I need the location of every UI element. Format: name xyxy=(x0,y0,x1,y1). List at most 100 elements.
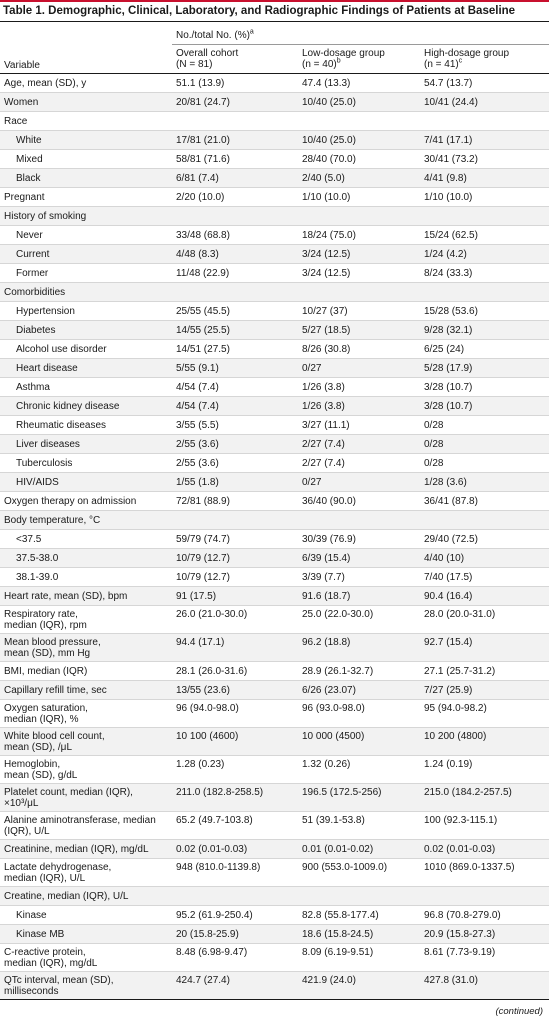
table-row: History of smoking xyxy=(0,207,549,226)
cell-low-dosage: 47.4 (13.3) xyxy=(302,78,351,89)
column-header-overall: Overall cohort (N = 81) xyxy=(176,48,238,70)
table-row: Alanine aminotransferase, median (IQR), U… xyxy=(0,812,549,840)
cell-high-dosage: 6/25 (24) xyxy=(424,344,465,355)
cell-low-dosage: 96 (93.0-98.0) xyxy=(302,703,365,714)
group-header-label: No./total No. (%) xyxy=(176,30,250,41)
row-label-line: median (IQR), mg/dL xyxy=(4,958,98,969)
column-header-low-dosage-sup: b xyxy=(336,57,341,65)
cell-high-dosage: 1/10 (10.0) xyxy=(424,192,473,203)
cell-low-dosage: 0/27 xyxy=(302,363,322,374)
row-label: Tuberculosis xyxy=(16,458,72,469)
cell-overall: 17/81 (21.0) xyxy=(176,135,230,146)
cell-high-dosage: 4/40 (10) xyxy=(424,553,465,564)
cell-high-dosage: 20.9 (15.8-27.3) xyxy=(424,929,496,940)
table-row: Comorbidities xyxy=(0,283,549,302)
cell-low-dosage: 8.09 (6.19-9.51) xyxy=(302,947,374,958)
row-label-line: White xyxy=(16,135,42,146)
cell-overall: 5/55 (9.1) xyxy=(176,363,219,374)
cell-high-dosage: 10/41 (24.4) xyxy=(424,97,478,108)
row-label: Pregnant xyxy=(4,192,45,203)
row-label: Mixed xyxy=(16,154,43,165)
cell-high-dosage: 9/28 (32.1) xyxy=(424,325,473,336)
table-row: Race xyxy=(0,112,549,131)
cell-high-dosage: 1010 (869.0-1337.5) xyxy=(424,862,515,873)
row-label: BMI, median (IQR) xyxy=(4,666,87,677)
cell-low-dosage: 51 (39.1-53.8) xyxy=(302,815,365,826)
row-label-line: (IQR), U/L xyxy=(4,826,50,837)
cell-overall: 10/79 (12.7) xyxy=(176,572,230,583)
row-label-line: Black xyxy=(16,173,41,184)
column-header-overall-line1: Overall cohort xyxy=(176,48,239,59)
cell-overall: 948 (810.0-1139.8) xyxy=(176,862,261,873)
cell-high-dosage: 1/28 (3.6) xyxy=(424,477,467,488)
row-label: Never xyxy=(16,230,43,241)
row-label-line: median (IQR), % xyxy=(4,714,79,725)
row-label-line: 38.1-39.0 xyxy=(16,572,59,583)
row-label-line: Alcohol use disorder xyxy=(16,344,107,355)
row-label: Women xyxy=(4,97,38,108)
table-row: 38.1-39.0 10/79 (12.7) 3/39 (7.7) 7/40 (17.… xyxy=(0,568,549,587)
row-label-line: Hemoglobin, xyxy=(4,759,61,770)
cell-low-dosage: 1/26 (3.8) xyxy=(302,382,345,393)
row-label-line: Hypertension xyxy=(16,306,75,317)
table-row: Hypertension 25/55 (45.5) 10/27 (37) 15/28 … xyxy=(0,302,549,321)
row-label-line: Comorbidities xyxy=(4,287,66,298)
cell-overall: 96 (94.0-98.0) xyxy=(176,703,239,714)
cell-overall: 58/81 (71.6) xyxy=(176,154,230,165)
cell-high-dosage: 7/41 (17.1) xyxy=(424,135,473,146)
row-label-line: Kinase MB xyxy=(16,929,65,940)
table-row: <37.5 59/79 (74.7) 30/39 (76.9) 29/40 (72.5… xyxy=(0,530,549,549)
row-label-line: History of smoking xyxy=(4,211,87,222)
row-label: Age, mean (SD), y xyxy=(4,78,86,89)
cell-overall: 20 (15.8-25.9) xyxy=(176,929,239,940)
cell-overall: 2/55 (3.6) xyxy=(176,458,219,469)
cell-high-dosage: 0/28 xyxy=(424,439,444,450)
row-label: Oxygen therapy on admission xyxy=(4,496,136,507)
row-label-line: mean (SD), /μL xyxy=(4,742,73,753)
table-row: 37.5-38.0 10/79 (12.7) 6/39 (15.4) 4/40 (10… xyxy=(0,549,549,568)
table-row: Creatinine, median (IQR), mg/dL 0.02 (0.0… xyxy=(0,840,549,859)
row-label-line: Diabetes xyxy=(16,325,56,336)
cell-high-dosage: 15/28 (53.6) xyxy=(424,306,478,317)
row-label-line: <37.5 xyxy=(16,534,42,545)
row-label-line: Heart rate, mean (SD), bpm xyxy=(4,591,128,602)
cell-low-dosage: 1.32 (0.26) xyxy=(302,759,351,770)
cell-low-dosage: 0/27 xyxy=(302,477,322,488)
table-row: Pregnant 2/20 (10.0) 1/10 (10.0) 1/10 (10.0… xyxy=(0,188,549,207)
row-label-line: mean (SD), mm Hg xyxy=(4,648,91,659)
row-label-line: QTc interval, mean (SD), xyxy=(4,975,114,986)
cell-high-dosage: 8.61 (7.73-9.19) xyxy=(424,947,496,958)
row-label-line: Body temperature, °C xyxy=(4,515,101,526)
cell-low-dosage: 6/39 (15.4) xyxy=(302,553,351,564)
table-row: QTc interval, mean (SD), milliseconds 424.… xyxy=(0,972,549,1000)
row-label-line: Oxygen therapy on admission xyxy=(4,496,137,507)
cell-overall: 424.7 (27.4) xyxy=(176,975,230,986)
table-title: Table 1. Demographic, Clinical, Laborato… xyxy=(3,5,516,17)
cell-overall: 33/48 (68.8) xyxy=(176,230,230,241)
table-row: Respiratory rate, median (IQR), rpm 26.0 (… xyxy=(0,606,549,634)
row-label: Chronic kidney disease xyxy=(16,401,119,412)
cell-low-dosage: 28.9 (26.1-32.7) xyxy=(302,666,374,677)
row-label: Rheumatic diseases xyxy=(16,420,106,431)
cell-low-dosage: 5/27 (18.5) xyxy=(302,325,351,336)
cell-high-dosage: 30/41 (73.2) xyxy=(424,154,478,165)
cell-low-dosage: 10/27 (37) xyxy=(302,306,348,317)
row-label: Race xyxy=(4,116,27,127)
cell-low-dosage: 421.9 (24.0) xyxy=(302,975,356,986)
column-header-high-dosage-line1: High-dosage group xyxy=(424,48,510,59)
row-label: Diabetes xyxy=(16,325,55,336)
cell-high-dosage: 7/40 (17.5) xyxy=(424,572,473,583)
table-row: Lactate dehydrogenase, median (IQR), U/L 9… xyxy=(0,859,549,887)
row-label-line: Lactate dehydrogenase, xyxy=(4,862,112,873)
cell-low-dosage: 2/27 (7.4) xyxy=(302,439,345,450)
column-header-high-dosage-line2: (n = 41) xyxy=(424,59,459,70)
table-row: Hemoglobin, mean (SD), g/dL 1.28 (0.23) 1.3… xyxy=(0,756,549,784)
cell-low-dosage: 10/40 (25.0) xyxy=(302,97,356,108)
cell-overall: 3/55 (5.5) xyxy=(176,420,219,431)
table-row: Chronic kidney disease 4/54 (7.4) 1/26 (3.… xyxy=(0,397,549,416)
row-label: Creatinine, median (IQR), mg/dL xyxy=(4,844,149,855)
row-label: Body temperature, °C xyxy=(4,515,100,526)
cell-overall: 14/55 (25.5) xyxy=(176,325,230,336)
table-row: HIV/AIDS 1/55 (1.8) 0/27 1/28 (3.6) xyxy=(0,473,549,492)
cell-high-dosage: 100 (92.3-115.1) xyxy=(424,815,498,826)
